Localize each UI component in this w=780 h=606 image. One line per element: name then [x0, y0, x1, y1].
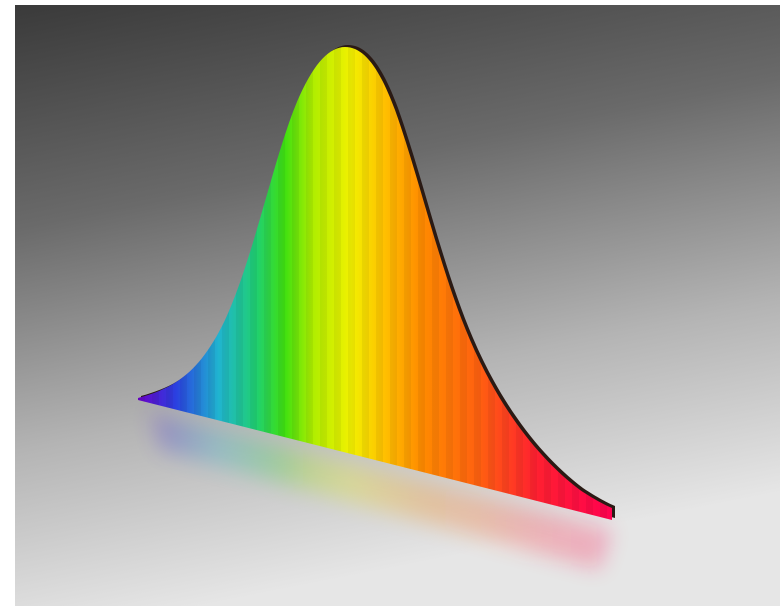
page — [0, 0, 780, 606]
rendered-image — [0, 0, 780, 606]
